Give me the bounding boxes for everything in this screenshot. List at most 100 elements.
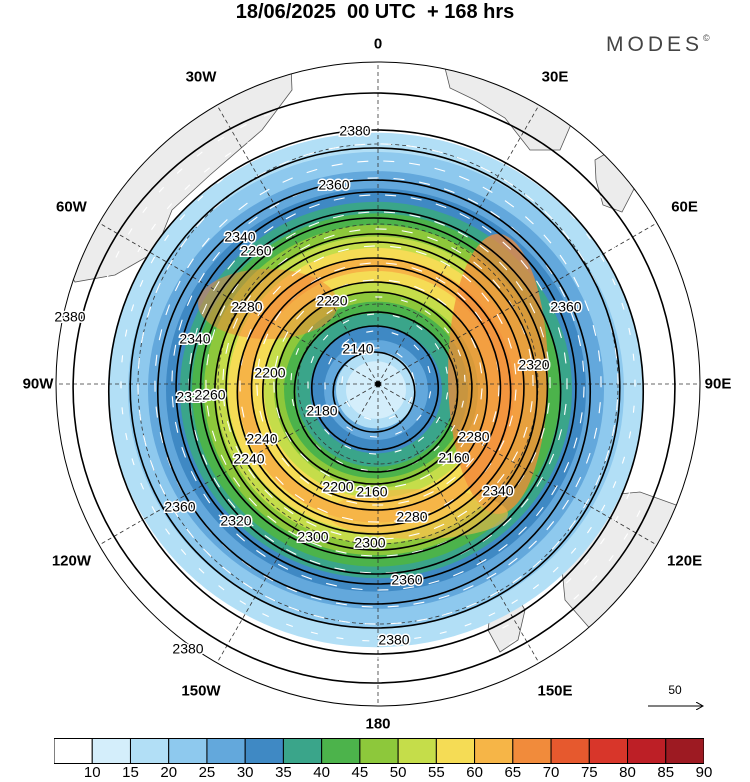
wind-vector <box>453 644 461 648</box>
wind-vector <box>232 318 238 329</box>
wind-vector <box>391 332 399 336</box>
wind-vector <box>351 587 363 591</box>
wind-vector <box>398 110 406 112</box>
wind-vector <box>480 166 491 173</box>
wind-vector <box>124 329 128 337</box>
wind-vector <box>247 468 256 479</box>
wind-vector <box>257 306 265 317</box>
contour-label: 2260 <box>240 243 271 259</box>
colorbar-tick-label: 20 <box>160 764 178 781</box>
wind-vector <box>303 152 315 157</box>
wind-vector <box>428 580 440 585</box>
wind-vector <box>628 327 631 335</box>
wind-vector <box>309 203 320 209</box>
wind-vector <box>201 303 208 315</box>
wind-vector <box>413 601 425 605</box>
wind-vector <box>531 626 539 632</box>
wind-vector <box>474 127 482 131</box>
wind-vector <box>577 335 582 347</box>
wind-vector <box>236 533 246 542</box>
wind-vector <box>219 305 226 316</box>
wind-vector <box>124 526 129 534</box>
wind-vector <box>317 507 328 514</box>
wind-vector <box>263 575 274 582</box>
wind-vector <box>442 458 452 467</box>
wind-vector <box>295 120 303 124</box>
wind-vector <box>235 445 242 457</box>
wind-vector <box>414 636 422 639</box>
wind-vector <box>180 549 187 556</box>
wind-vector <box>570 547 577 554</box>
height-contour <box>107 129 645 655</box>
wind-vector <box>354 143 366 146</box>
wind-vector <box>361 605 373 608</box>
wind-vector <box>279 160 290 166</box>
wind-vector <box>264 489 273 499</box>
wind-vector <box>498 440 505 451</box>
wind-vector <box>525 216 534 225</box>
wind-vector <box>259 455 267 466</box>
wind-vector <box>206 354 210 366</box>
wind-vector <box>218 585 225 591</box>
wind-vector <box>529 401 533 413</box>
wind-vector <box>110 447 114 455</box>
wind-vector <box>559 286 566 298</box>
wind-vector <box>575 476 582 488</box>
wind-vector <box>643 442 647 451</box>
wind-vector <box>507 337 512 349</box>
wind-vector <box>313 256 325 263</box>
height-contour <box>214 233 538 551</box>
wind-vector <box>366 330 374 333</box>
wind-vector <box>146 306 152 318</box>
wind-vector <box>212 251 221 262</box>
wind-vector <box>198 272 205 283</box>
wind-vector <box>357 160 369 163</box>
wind-vector <box>105 274 109 282</box>
colorbar-tick-label: 85 <box>657 764 675 781</box>
wind-vector <box>310 596 322 601</box>
wind-vector <box>562 181 569 187</box>
wind-vector <box>211 430 217 442</box>
wind-vector <box>174 280 181 292</box>
wind-vector <box>559 254 567 265</box>
wind-vector <box>294 494 305 502</box>
wind-vector <box>415 250 427 256</box>
wind-vector <box>171 396 174 408</box>
wind-vector <box>551 540 560 550</box>
wind-vector <box>457 292 466 301</box>
wind-vector <box>467 198 479 205</box>
wind-vector <box>626 492 631 500</box>
wind-vector <box>130 304 135 312</box>
wind-vector <box>388 279 400 283</box>
wind-vector <box>463 585 474 591</box>
contour-label: 2200 <box>322 479 353 495</box>
wind-vector <box>203 167 210 173</box>
wind-vector <box>614 347 618 359</box>
brand-mark: © <box>703 33 710 43</box>
meridian-line <box>98 383 379 546</box>
brand-name: MODES <box>606 33 704 56</box>
wind-vector <box>573 594 580 600</box>
wind-vector <box>313 614 325 619</box>
wind-vector <box>434 343 440 350</box>
wind-vector <box>142 435 147 447</box>
wind-vector <box>443 188 455 194</box>
land-africa <box>439 62 576 151</box>
wind-vector <box>480 388 483 400</box>
wind-vector <box>481 225 492 234</box>
wind-vector <box>438 133 446 137</box>
wind-vector <box>149 460 155 471</box>
wind-vector <box>331 670 339 673</box>
wind-vector <box>233 477 241 487</box>
wind-vector <box>137 357 140 369</box>
wind-vector <box>635 468 640 476</box>
wind-vector <box>410 197 422 201</box>
wind-vector <box>479 244 489 253</box>
wind-vector <box>496 473 505 484</box>
wind-vector <box>248 431 254 443</box>
wind-vector <box>282 177 293 183</box>
latitude-circle <box>217 223 539 545</box>
wind-vector <box>449 119 457 122</box>
colorbar-segment <box>282 738 323 764</box>
